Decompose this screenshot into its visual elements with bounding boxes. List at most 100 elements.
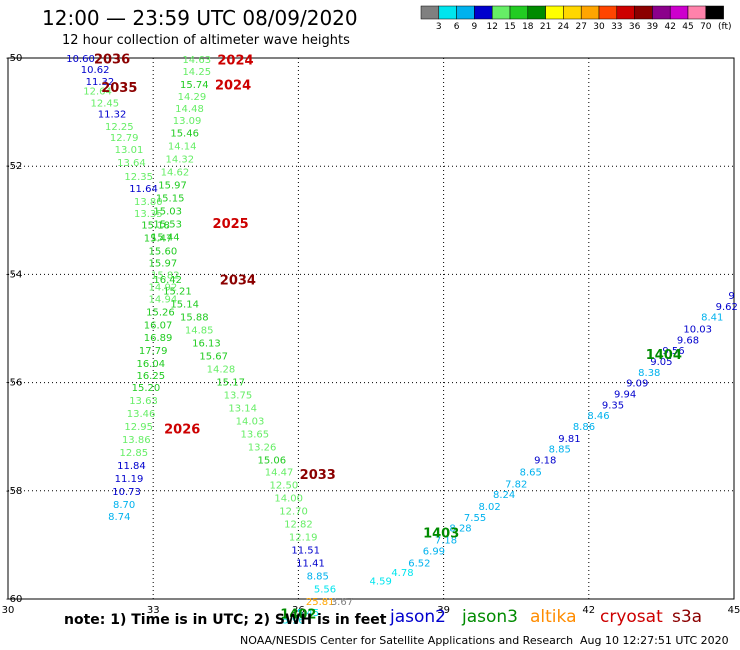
- generation-timestamp: Aug 10 12:27:51 UTC 2020: [580, 634, 729, 647]
- wave-height-label: 13.65: [241, 430, 270, 441]
- y-tick-label: -50: [6, 53, 22, 64]
- wave-height-label: 12.70: [279, 506, 308, 517]
- scale-swatch: [563, 5, 582, 20]
- wave-height-label: 12.45: [90, 98, 119, 109]
- wave-height-label: 13.01: [115, 145, 144, 156]
- credit-line: NOAA/NESDIS Center for Satellite Applica…: [240, 634, 574, 647]
- wave-height-label: 13.64: [117, 158, 146, 169]
- wave-height-label: 13.63: [129, 396, 158, 407]
- wave-height-label: 15.17: [216, 378, 245, 389]
- wave-height-label: 11.41: [296, 558, 325, 569]
- wave-height-label: 13.86: [122, 435, 151, 446]
- wave-height-label: 11.84: [117, 461, 146, 472]
- wave-height-label: 15.88: [180, 313, 209, 324]
- scale-swatch: [438, 5, 457, 20]
- scale-swatch: [705, 5, 724, 20]
- wave-height-label: 14.28: [207, 365, 236, 376]
- wave-height-label: 15.46: [170, 129, 199, 140]
- x-tick-label: 39: [437, 605, 450, 616]
- scale-tick-label: 70: [700, 22, 712, 32]
- wave-height-label: 14.85: [185, 326, 214, 337]
- wave-height-label: 12.50: [270, 480, 299, 491]
- wave-height-label: 14.14: [168, 142, 197, 153]
- scale-tick-label: 3: [436, 22, 442, 32]
- wave-height-label: 8.86: [573, 422, 595, 433]
- wave-height-label: 11.32: [86, 77, 115, 88]
- wave-height-label: 11.64: [129, 184, 158, 195]
- wave-height-label: 12.95: [124, 422, 153, 433]
- legend-cryosat: cryosat: [600, 607, 663, 627]
- scale-swatch: [616, 5, 635, 20]
- scale-swatch: [652, 5, 671, 20]
- scale-tick-label: 18: [522, 22, 534, 32]
- wave-height-label: 5.96: [282, 616, 304, 627]
- scale-swatch: [687, 5, 707, 20]
- wave-height-label: 9: [728, 291, 734, 302]
- wave-height-label: 8.41: [701, 313, 723, 324]
- pass-number-label: 2024: [217, 54, 253, 69]
- wave-height-label: 9.94: [614, 390, 636, 401]
- wave-height-label: 7.82: [505, 479, 527, 490]
- pass-number-label: 2024: [215, 79, 251, 94]
- legend-altika: altika: [530, 607, 577, 627]
- wave-height-label: 9.09: [626, 379, 648, 390]
- wave-height-label: 14.32: [165, 155, 194, 166]
- wave-height-label: 15.21: [163, 287, 192, 298]
- scale-swatch: [527, 5, 546, 20]
- y-tick-label: -52: [6, 161, 22, 172]
- scale-swatch: [456, 5, 475, 20]
- pass-number-label: 2025: [213, 217, 249, 232]
- wave-height-label: 14.48: [175, 104, 204, 115]
- wave-height-label: 14.63: [182, 55, 211, 66]
- scale-tick-label: 6: [454, 22, 460, 32]
- wave-height-label: 12.25: [105, 122, 134, 133]
- wave-height-label: 8.28: [449, 524, 471, 535]
- scale-swatch: [474, 5, 493, 20]
- wave-height-label: 9.68: [677, 335, 699, 346]
- scale-tick-label: 30: [593, 22, 605, 32]
- y-tick-label: -60: [6, 594, 22, 605]
- scale-swatch: [491, 5, 511, 20]
- wave-height-label: 14.03: [236, 417, 265, 428]
- wave-height-label: 16.89: [144, 333, 173, 344]
- wave-height-label: 10.60: [66, 54, 95, 65]
- wave-height-label: 8.38: [638, 368, 660, 379]
- wave-height-label: 16.13: [192, 339, 221, 350]
- wave-height-label: 7.55: [464, 513, 486, 524]
- pass-number-label: 2033: [300, 468, 336, 483]
- wave-height-label: 16.25: [136, 371, 165, 382]
- scale-swatch: [580, 5, 600, 20]
- wave-height-label: 10.62: [81, 65, 110, 76]
- wave-height-label: 9.18: [534, 456, 556, 467]
- wave-height-label: 12.85: [120, 448, 149, 459]
- scale-tick-label: 24: [558, 22, 570, 32]
- wave-height-label: 9.05: [650, 357, 672, 368]
- scale-tick-label: 15: [504, 22, 515, 32]
- wave-height-label: 25.81: [306, 597, 335, 608]
- wave-height-label: 13.75: [224, 391, 253, 402]
- wave-height-label: 15.44: [151, 233, 180, 244]
- wave-height-label: 3.67: [331, 597, 353, 608]
- scale-swatch: [420, 5, 440, 20]
- scale-tick-label: 36: [629, 22, 641, 32]
- wave-height-label: 4.78: [391, 568, 413, 579]
- wave-height-label: 15.97: [158, 181, 187, 192]
- scale-tick-label: 33: [611, 22, 622, 32]
- wave-height-label: 15.67: [199, 352, 228, 363]
- scale-tick-label: 9: [472, 22, 478, 32]
- wave-height-label: 15.18: [141, 221, 170, 232]
- x-tick-label: 30: [2, 605, 15, 616]
- wave-height-label: 9.56: [662, 346, 684, 357]
- wave-height-label: 9.35: [602, 400, 624, 411]
- pass-number-label: 2036: [94, 53, 130, 68]
- wave-height-label: 8.70: [113, 500, 135, 511]
- wave-height-label: 4.59: [370, 577, 392, 588]
- wave-height-label: 13.09: [173, 116, 202, 127]
- legend-s3a: s3a: [672, 607, 703, 627]
- pass-number-label: 1402: [280, 608, 316, 623]
- scale-tick-label: 27: [575, 22, 586, 32]
- wave-height-label: 9.81: [558, 434, 580, 445]
- pass-number-label: 1404: [646, 348, 682, 363]
- wave-height-label: 15.53: [153, 220, 182, 231]
